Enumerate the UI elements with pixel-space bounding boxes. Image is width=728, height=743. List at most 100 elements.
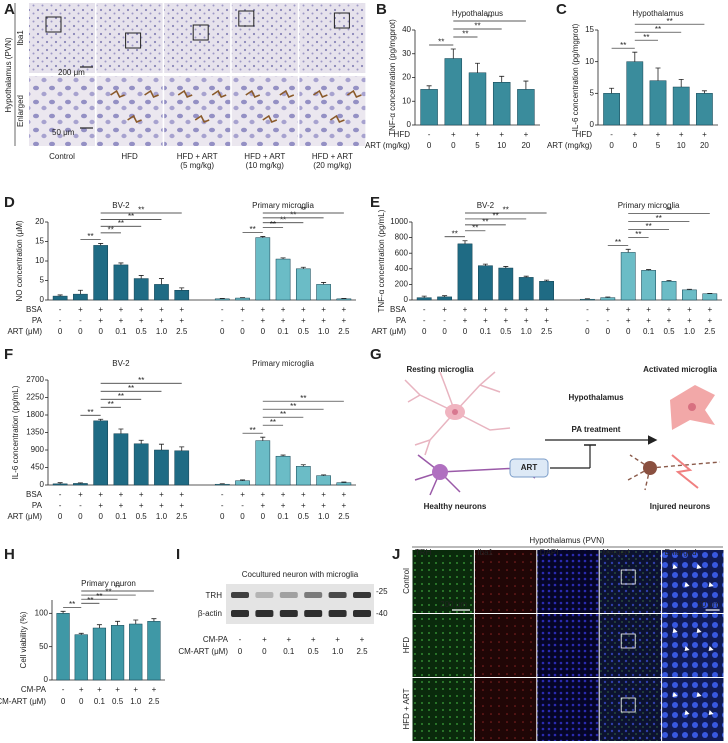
condition-value: + (503, 316, 508, 325)
bar (129, 623, 143, 681)
condition-value: + (98, 305, 103, 314)
fluorescence-image (412, 614, 474, 677)
condition-value: 1.0 (318, 512, 330, 521)
condition-value: 2.5 (704, 327, 716, 336)
bar (73, 293, 88, 301)
blot-title: Cocultured neuron with microglia (242, 570, 359, 579)
condition-value: + (667, 316, 672, 325)
y-tick-label: 50 (39, 642, 48, 651)
significance-label: ** (615, 238, 621, 247)
condition-value: + (646, 316, 651, 325)
condition-value: + (179, 501, 184, 510)
condition-value: + (687, 305, 692, 314)
bar (316, 284, 331, 301)
condition-value: 0 (261, 512, 266, 521)
significance-label: ** (87, 232, 93, 241)
microglia (110, 89, 125, 99)
band (328, 610, 347, 617)
condition-value: 0.5 (112, 697, 124, 706)
condition-value: + (342, 305, 347, 314)
panel-title: Hypothalamus (PVN) (529, 536, 604, 545)
group-title: Primary microglia (618, 201, 680, 210)
healthy-neuron (414, 454, 536, 496)
diagram-label: Activated microglia (643, 365, 717, 374)
channel-label: Iba1 (477, 548, 493, 557)
y-tick-label: 0 (44, 675, 49, 684)
panel-letter: G (370, 346, 382, 363)
y-tick-label: 1800 (26, 410, 44, 419)
condition-value: + (179, 490, 184, 499)
condition-value: + (260, 316, 265, 325)
healthy-neuron (414, 454, 536, 496)
condition-value: + (260, 490, 265, 499)
marker-label: -25 (376, 587, 388, 596)
condition-value: + (139, 490, 144, 499)
significance-label: ** (250, 225, 256, 234)
condition-value: + (139, 316, 144, 325)
condition-name: PA (32, 501, 43, 510)
condition-value: - (59, 305, 62, 314)
condition-value: 10 (497, 141, 506, 150)
row-label: HFD + ART (402, 688, 411, 729)
condition-value: 0 (238, 647, 243, 656)
error-bar (118, 262, 124, 265)
bar (133, 443, 149, 486)
microglia (127, 114, 142, 124)
condition-value: - (79, 501, 82, 510)
y-tick-label: 0 (404, 295, 409, 304)
arrowhead (672, 692, 678, 697)
injured-neuron (627, 454, 721, 491)
y-tick-label: 100 (35, 608, 49, 617)
condition-value: 2.5 (338, 512, 350, 521)
condition-value: + (321, 501, 326, 510)
scale-label: 200 μm (440, 600, 467, 609)
y-tick-label: 20 (402, 73, 411, 82)
condition-value: + (503, 305, 508, 314)
condition-name: ART (μM) (7, 512, 42, 521)
condition-value: - (241, 501, 244, 510)
significance-label: ** (666, 206, 672, 215)
condition-value: + (463, 316, 468, 325)
bar (468, 72, 487, 126)
error-bar (77, 482, 83, 484)
resting-microglia (404, 371, 511, 456)
roi-box (333, 12, 350, 29)
y-axis-label: IL-6 concentration (pg/mgprot) (571, 23, 580, 131)
condition-value: + (335, 635, 340, 644)
condition-value: 0 (633, 141, 638, 150)
error-bar (341, 481, 347, 483)
fluorescence-image (537, 550, 599, 613)
band (304, 592, 323, 598)
significance-label: ** (482, 217, 488, 226)
error-bar (321, 282, 327, 285)
significance-label: ** (655, 25, 661, 34)
y-tick-label: 0 (40, 295, 45, 304)
condition-value: 0 (442, 327, 447, 336)
condition-value: 0 (79, 697, 84, 706)
significance-label: ** (105, 588, 111, 597)
microglia (346, 89, 362, 99)
error-bar (321, 474, 327, 476)
damage (671, 454, 699, 489)
bar (214, 483, 230, 486)
bar (492, 82, 511, 126)
error-bar (300, 266, 306, 269)
significance-label: ** (472, 223, 478, 232)
bar (147, 621, 161, 681)
condition-value: 0.1 (115, 327, 127, 336)
condition-value: 0 (585, 327, 590, 336)
condition-value: + (544, 305, 549, 314)
error-bar (475, 62, 480, 73)
error-bar (503, 266, 509, 269)
condition-value: + (240, 490, 245, 499)
bar (518, 277, 534, 301)
condition-value: + (260, 501, 265, 510)
condition-value: + (133, 685, 138, 694)
marker-label: -40 (376, 609, 388, 618)
y-tick-label: 5 (40, 276, 45, 285)
y-tick-label: 1000 (390, 217, 408, 226)
condition-value: + (342, 490, 347, 499)
significance-label: ** (462, 30, 468, 39)
y-tick-label: 10 (35, 256, 44, 265)
